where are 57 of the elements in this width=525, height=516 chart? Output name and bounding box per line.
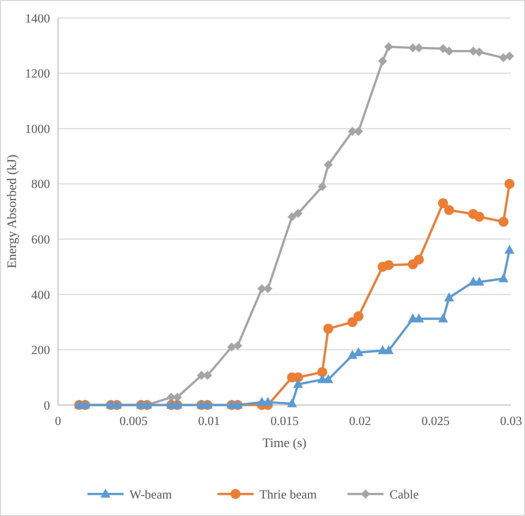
point [438, 44, 448, 54]
y-tick-label: 800 [31, 177, 50, 192]
point [287, 398, 297, 408]
point [438, 313, 448, 322]
x-tick-label: 0.02 [349, 414, 371, 428]
y-tick-label: 1200 [25, 66, 50, 81]
legend-label: Cable [390, 487, 420, 502]
y-tick-label: 1400 [25, 11, 50, 26]
point [474, 212, 484, 222]
x-tick-label: 0.03 [500, 414, 522, 428]
x-tick-label: 0.015 [270, 414, 299, 428]
x-tick-label: 0 [54, 414, 62, 428]
x-tick-label: 0.025 [421, 414, 450, 428]
y-tick-label: 600 [31, 232, 50, 247]
point [504, 244, 514, 254]
point [414, 313, 424, 322]
x-tick-label: 0.005 [119, 414, 148, 428]
point [378, 56, 388, 66]
point [468, 46, 478, 56]
point [353, 311, 364, 322]
point [324, 160, 333, 170]
legend-label: W-beam [130, 487, 172, 502]
legend-label: Thrie beam [260, 487, 318, 502]
point [227, 342, 236, 352]
point [318, 182, 327, 192]
point [444, 292, 454, 302]
point [438, 198, 448, 208]
y-tick-label: 1000 [25, 122, 50, 136]
x-axis-title: Time (s) [262, 435, 306, 450]
point [498, 273, 508, 282]
point [323, 324, 334, 334]
point [474, 276, 484, 286]
point [498, 53, 508, 62]
point [293, 378, 304, 388]
point [348, 350, 358, 359]
y-tick-label: 200 [31, 343, 50, 358]
point [288, 212, 297, 222]
point [504, 52, 514, 61]
point [384, 260, 394, 270]
point [323, 374, 334, 384]
point [384, 345, 394, 354]
point [504, 178, 514, 189]
x-tick-label: 0.01 [198, 414, 220, 428]
point [444, 205, 454, 216]
point [384, 42, 394, 52]
y-axis-title: Energy Absorbed (kJ) [4, 154, 19, 268]
point [474, 48, 484, 56]
point [262, 396, 273, 406]
point [233, 341, 242, 350]
point [498, 216, 508, 227]
point [354, 347, 364, 356]
point [294, 208, 303, 218]
y-tick-label: 0 [44, 398, 50, 412]
y-tick-label: 400 [31, 288, 50, 302]
point [414, 254, 424, 265]
point [347, 317, 358, 328]
point [317, 367, 328, 378]
